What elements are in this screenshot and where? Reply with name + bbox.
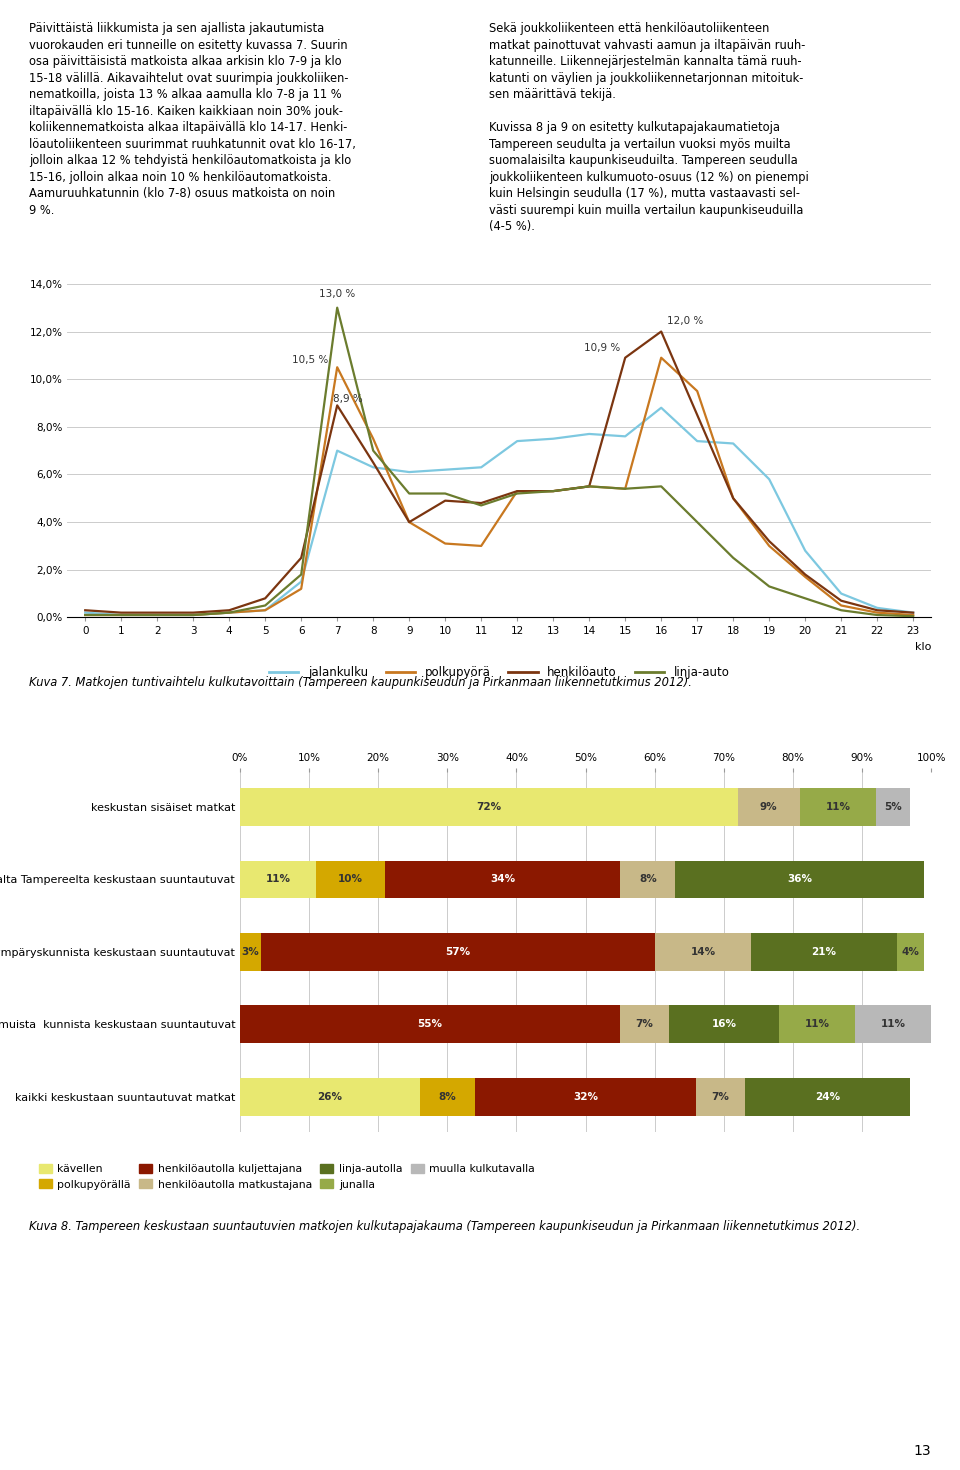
Text: Sekä joukkoliikenteen että henkilöautoliikenteen
matkat painottuvat vahvasti aam: Sekä joukkoliikenteen että henkilöautoli… <box>489 22 808 234</box>
Text: 21%: 21% <box>811 947 836 957</box>
Bar <box>855 1005 931 1044</box>
Text: 5%: 5% <box>884 803 902 811</box>
Legend: kävellen, polkupyörällä, henkilöautolla kuljettajana, henkilöautolla matkustajan: kävellen, polkupyörällä, henkilöautolla … <box>35 1160 540 1194</box>
Text: 16%: 16% <box>711 1019 736 1029</box>
Text: 8,9 %: 8,9 % <box>333 394 362 404</box>
Text: 10,5 %: 10,5 % <box>292 354 328 365</box>
Bar <box>420 1078 475 1116</box>
Text: 10,9 %: 10,9 % <box>584 343 620 353</box>
Text: 36%: 36% <box>787 875 812 885</box>
Text: Päivittäistä liikkumista ja sen ajallista jakautumista
vuorokauden eri tunneille: Päivittäistä liikkumista ja sen ajallist… <box>29 22 355 216</box>
Bar <box>696 1078 745 1116</box>
Bar <box>261 933 655 970</box>
Text: 14%: 14% <box>690 947 715 957</box>
Text: Kuva 8. Tampereen keskustaan suuntautuvien matkojen kulkutapajakauma (Tampereen : Kuva 8. Tampereen keskustaan suuntautuvi… <box>29 1220 860 1233</box>
Text: 11%: 11% <box>804 1019 829 1029</box>
Text: 26%: 26% <box>318 1092 343 1101</box>
Bar <box>385 860 620 898</box>
Text: 8%: 8% <box>639 875 657 885</box>
Bar <box>620 1005 668 1044</box>
Bar <box>475 1078 696 1116</box>
Bar <box>240 860 316 898</box>
Text: 55%: 55% <box>418 1019 443 1029</box>
Bar <box>876 788 910 826</box>
Bar <box>240 933 261 970</box>
Bar <box>240 1005 620 1044</box>
Text: 57%: 57% <box>445 947 470 957</box>
Bar <box>737 788 800 826</box>
Text: 11%: 11% <box>266 875 291 885</box>
Text: klo: klo <box>915 641 931 651</box>
Text: 8%: 8% <box>439 1092 456 1101</box>
Text: 3%: 3% <box>242 947 259 957</box>
Legend: jalankulku, polkupyörä, henkilöauto, linja-auto: jalankulku, polkupyörä, henkilöauto, lin… <box>264 662 734 684</box>
Text: 4%: 4% <box>901 947 920 957</box>
Text: 32%: 32% <box>573 1092 598 1101</box>
Text: 34%: 34% <box>491 875 516 885</box>
Text: 13,0 %: 13,0 % <box>319 290 355 300</box>
Text: 7%: 7% <box>636 1019 654 1029</box>
Text: 7%: 7% <box>711 1092 730 1101</box>
Text: 11%: 11% <box>826 803 851 811</box>
Bar <box>745 1078 910 1116</box>
Text: 12,0 %: 12,0 % <box>666 316 703 325</box>
Text: 72%: 72% <box>476 803 501 811</box>
Bar <box>620 860 676 898</box>
Bar <box>800 788 876 826</box>
Bar <box>655 933 752 970</box>
Text: 10%: 10% <box>338 875 363 885</box>
Text: 13: 13 <box>914 1444 931 1458</box>
Bar <box>780 1005 855 1044</box>
Text: 9%: 9% <box>760 803 778 811</box>
Bar <box>676 860 924 898</box>
Bar <box>897 933 924 970</box>
Bar <box>240 1078 420 1116</box>
Bar <box>240 788 737 826</box>
Text: Kuva 7. Matkojen tuntivaihtelu kulkutavoittain (Tampereen kaupunkiseudun ja Pirk: Kuva 7. Matkojen tuntivaihtelu kulkutavo… <box>29 676 691 689</box>
Bar <box>668 1005 780 1044</box>
Bar <box>316 860 385 898</box>
Text: 24%: 24% <box>815 1092 840 1101</box>
Bar <box>752 933 897 970</box>
Text: 11%: 11% <box>880 1019 905 1029</box>
